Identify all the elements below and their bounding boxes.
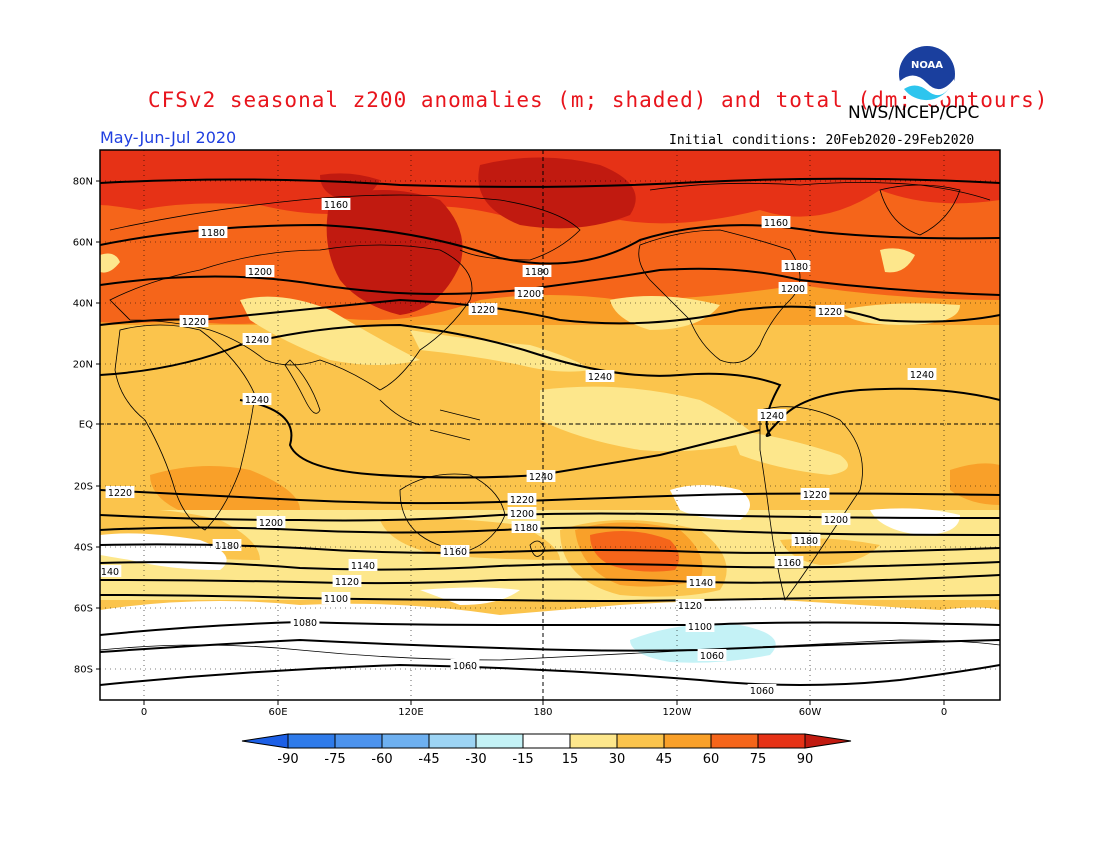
noaa-logo-icon: NOAA xyxy=(897,44,957,104)
contour-label: 1220 xyxy=(510,495,534,506)
latitude-axis: 80N 60N 40N 20N EQ 20S 40S 60S 80S xyxy=(73,177,1000,676)
contour-label: 1200 xyxy=(259,518,283,529)
contour-label: 1100 xyxy=(324,594,348,605)
lat-label: EQ xyxy=(79,420,93,431)
lon-label: 120E xyxy=(398,707,423,718)
colorbar-segment xyxy=(428,733,477,749)
colorbar-segment xyxy=(475,733,524,749)
lon-label: 60W xyxy=(799,707,822,718)
forecast-period: May-Jun-Jul 2020 xyxy=(100,128,237,147)
contour-label: 1220 xyxy=(182,317,206,328)
contour-label: 1060 xyxy=(700,651,724,662)
contour-label: 1180 xyxy=(215,541,239,552)
colorbar-segment xyxy=(287,733,336,749)
contour-label: 1180 xyxy=(784,262,808,273)
colorbar-segment xyxy=(569,733,618,749)
coastlines xyxy=(100,182,1000,661)
contour-label: 1180 xyxy=(201,228,225,239)
contour-label: 1080 xyxy=(293,618,317,629)
contour-label: 1220 xyxy=(818,307,842,318)
colorbar-label: 15 xyxy=(562,752,579,767)
contour-label: 1220 xyxy=(803,490,827,501)
lon-label: 0 xyxy=(141,707,147,718)
lat-label: 60S xyxy=(74,604,93,615)
contour-label: 1240 xyxy=(245,335,269,346)
contour-label: 1180 xyxy=(514,523,538,534)
contour-label: 1240 xyxy=(529,472,553,483)
contour-label: 1220 xyxy=(108,488,132,499)
contour-label: 1160 xyxy=(443,547,467,558)
colorbar: -90 -75 -60 -45 -30 -15 15 30 45 60 75 90 xyxy=(241,733,852,767)
colorbar-label: -90 xyxy=(277,752,298,767)
contour-label: 1220 xyxy=(471,305,495,316)
lon-label: 180 xyxy=(533,707,552,718)
contour-label: 1140 xyxy=(689,578,713,589)
lat-label: 40S xyxy=(74,543,93,554)
lat-label: 40N xyxy=(73,299,93,310)
contour-label: 1240 xyxy=(588,372,612,383)
lat-label: 60N xyxy=(73,238,93,249)
colorbar-label: -60 xyxy=(371,752,392,767)
contour-label: 1180 xyxy=(794,536,818,547)
contour-label: 1120 xyxy=(678,601,702,612)
colorbar-segment xyxy=(381,733,430,749)
map-frame xyxy=(99,149,1001,701)
contour-label: 1060 xyxy=(750,686,774,697)
lon-label: 120W xyxy=(663,707,692,718)
colorbar-label: 30 xyxy=(609,752,626,767)
colorbar-label: 90 xyxy=(797,752,814,767)
lat-label: 80S xyxy=(74,665,93,676)
lat-label: 80N xyxy=(73,177,93,188)
contour-label: 1180 xyxy=(525,267,549,278)
colorbar-segment xyxy=(663,733,712,749)
contour-label: 140 xyxy=(101,567,119,578)
contour-label: 1200 xyxy=(248,267,272,278)
colorbar-segment xyxy=(241,733,289,749)
colorbar-label: 60 xyxy=(703,752,720,767)
colorbar-segment xyxy=(334,733,383,749)
colorbar-label: 75 xyxy=(750,752,767,767)
contour-label: 1060 xyxy=(453,661,477,672)
contour-label: 1140 xyxy=(351,561,375,572)
longitude-axis: 0 60E 120E 180 120W 60W 0 xyxy=(141,150,947,718)
anomaly-shading xyxy=(100,150,1000,700)
initial-conditions: Initial conditions: 20Feb2020-29Feb2020 xyxy=(669,133,975,148)
contour-labels: 1160 1180 1200 1220 1240 1240 1240 1240 1220 1200… xyxy=(98,198,937,697)
contour-label: 1200 xyxy=(510,509,534,520)
contour-label: 1200 xyxy=(781,284,805,295)
contour-label: 1200 xyxy=(517,289,541,300)
noaa-logo-text: NOAA xyxy=(911,60,943,71)
lon-label: 60E xyxy=(268,707,287,718)
colorbar-segment xyxy=(616,733,665,749)
contour-label: 1160 xyxy=(324,200,348,211)
lat-label: 20S xyxy=(74,482,93,493)
colorbar-segment xyxy=(522,733,571,749)
colorbar-segment xyxy=(804,733,852,749)
map-title: CFSv2 seasonal z200 anomalies (m; shaded… xyxy=(148,88,1049,112)
contour-label: 1200 xyxy=(824,515,848,526)
contour-label: 1120 xyxy=(335,577,359,588)
organization-label: NWS/NCEP/CPC xyxy=(848,103,980,123)
colorbar-label: -15 xyxy=(512,752,533,767)
contour-label: 1240 xyxy=(910,370,934,381)
colorbar-label: -75 xyxy=(324,752,345,767)
contour-label: 1160 xyxy=(777,558,801,569)
colorbar-label: 45 xyxy=(656,752,673,767)
colorbar-segment xyxy=(757,733,806,749)
colorbar-label: -30 xyxy=(465,752,486,767)
colorbar-segment xyxy=(710,733,759,749)
contour-label: 1160 xyxy=(764,218,788,229)
height-contours xyxy=(100,177,1000,686)
colorbar-label: -45 xyxy=(418,752,439,767)
lon-label: 0 xyxy=(941,707,947,718)
contour-label: 1100 xyxy=(688,622,712,633)
lat-label: 20N xyxy=(73,360,93,371)
contour-label: 1240 xyxy=(760,411,784,422)
contour-label: 1240 xyxy=(245,395,269,406)
